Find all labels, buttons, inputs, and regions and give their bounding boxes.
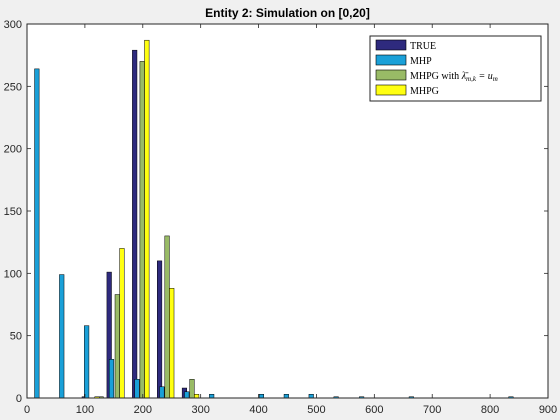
bar-true-4 bbox=[132, 49, 138, 399]
x-tick-label-400: 400 bbox=[249, 404, 267, 416]
bar-mhpg-4 bbox=[194, 394, 200, 399]
legend-label-mhpg: MHPG bbox=[410, 86, 439, 97]
y-tick-label-150: 150 bbox=[4, 206, 22, 218]
legend-swatch-mhpg bbox=[375, 84, 407, 96]
legend: TRUE MHP MHPG with λ̄m,k = um MHPG bbox=[369, 35, 542, 102]
bar-mhp-1 bbox=[59, 274, 65, 399]
bar-true-5 bbox=[157, 260, 163, 399]
bar-mhp-11 bbox=[308, 394, 314, 399]
bar-mhp-2 bbox=[84, 325, 90, 399]
bar-mhp-10 bbox=[283, 394, 289, 399]
bar-mhp-0 bbox=[34, 68, 40, 399]
legend-label-u-sub: m bbox=[493, 75, 498, 83]
x-tick-label-600: 600 bbox=[365, 404, 383, 416]
x-tick-label-500: 500 bbox=[307, 404, 325, 416]
y-tick-label-200: 200 bbox=[4, 144, 22, 156]
legend-label-mhp: MHP bbox=[410, 56, 432, 67]
bar-mhpg-3 bbox=[169, 288, 175, 399]
legend-swatch-true bbox=[375, 39, 407, 51]
bar-mhpg-with-m-k-um-2 bbox=[139, 61, 145, 399]
legend-label-mhpg-lambda: MHPG with λ̄m,k = um bbox=[410, 71, 498, 83]
legend-swatch-mhp bbox=[375, 54, 407, 66]
y-tick-label-50: 50 bbox=[10, 331, 22, 343]
legend-label-lambda-symbol: λ̄ bbox=[461, 71, 469, 82]
legend-label-true: TRUE bbox=[410, 41, 436, 52]
x-tick-label-0: 0 bbox=[24, 404, 30, 416]
legend-label-lambda-sub: m,k bbox=[466, 75, 477, 83]
x-tick-label-800: 800 bbox=[481, 404, 499, 416]
bar-mhpg-with-m-k-um-1 bbox=[114, 294, 120, 399]
x-tick-label-300: 300 bbox=[191, 404, 209, 416]
y-tick-label-100: 100 bbox=[4, 268, 22, 280]
bar-mhp-4 bbox=[134, 379, 140, 399]
legend-label-eq: = u bbox=[476, 71, 493, 82]
x-tick-label-200: 200 bbox=[134, 404, 152, 416]
bar-mhp-7 bbox=[209, 394, 215, 399]
bar-mhpg-with-m-k-um-3 bbox=[164, 235, 170, 399]
y-tick-label-300: 300 bbox=[4, 19, 22, 31]
y-tick-label-0: 0 bbox=[16, 393, 22, 405]
legend-label-mhpg-lambda-text: MHPG with bbox=[410, 71, 462, 82]
legend-swatch-mhpg-lambda bbox=[375, 69, 407, 81]
bar-mhp-5 bbox=[159, 386, 165, 399]
chart-title: Entity 2: Simulation on [0,20] bbox=[205, 6, 370, 20]
bar-mhp-6 bbox=[184, 391, 190, 399]
bar-mhp-3 bbox=[108, 359, 115, 399]
x-tick-label-700: 700 bbox=[423, 404, 441, 416]
bar-mhpg-with-m-k-um-4 bbox=[189, 379, 195, 399]
y-tick-label-250: 250 bbox=[4, 81, 22, 93]
axes-group: 0 100 200 300 400 500 600 700 800 900 0 50 100 150 200… bbox=[4, 19, 558, 416]
bar-mhp-9 bbox=[258, 394, 264, 399]
x-tick-label-100: 100 bbox=[76, 404, 94, 416]
bar-mhpg-1 bbox=[119, 248, 125, 399]
bar-mhpg-2 bbox=[144, 39, 150, 399]
x-tick-label-900: 900 bbox=[539, 404, 557, 416]
